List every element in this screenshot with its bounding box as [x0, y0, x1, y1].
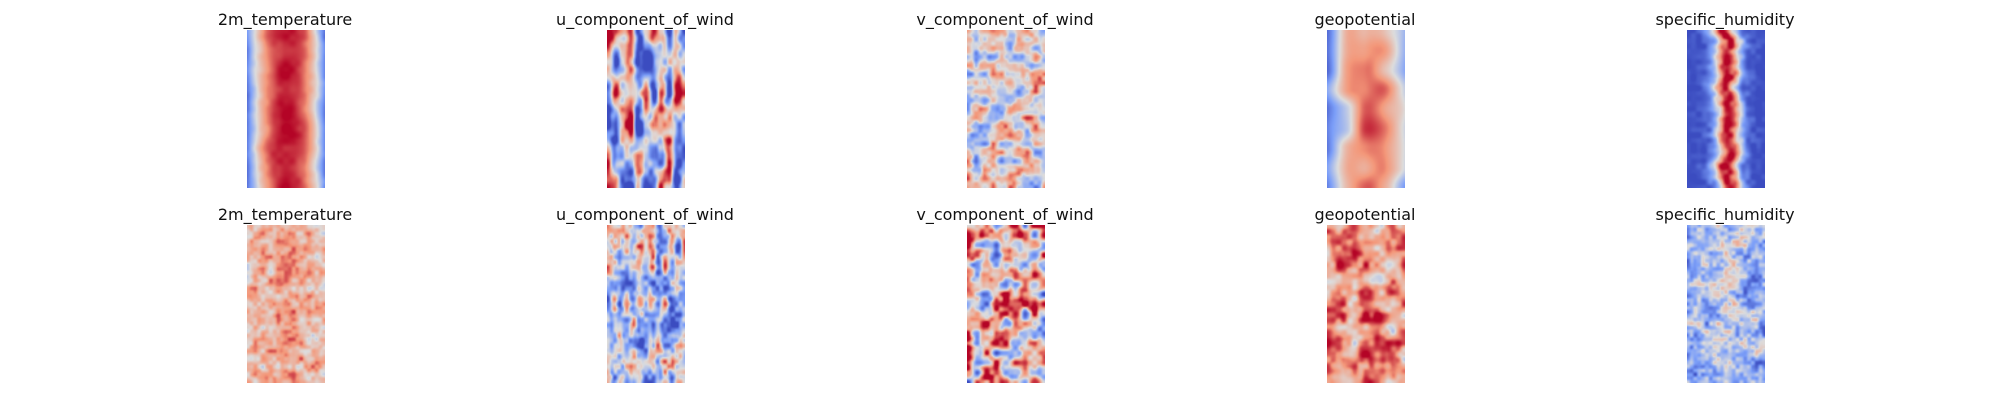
panel-title: u_component_of_wind: [556, 205, 734, 224]
panel-title: u_component_of_wind: [556, 10, 734, 29]
panel-title: 2m_temperature: [217, 10, 353, 29]
heatmap-image: [607, 225, 685, 383]
panel-title: geopotential: [1314, 10, 1416, 29]
panel-title: specific_humidity: [1655, 10, 1795, 29]
heatmap-image: [247, 225, 325, 383]
heatmap-image: [967, 30, 1045, 188]
panel-title: v_component_of_wind: [916, 10, 1094, 29]
heatmap-image: [1687, 225, 1765, 383]
heatmap-image: [967, 225, 1045, 383]
heatmap-image: [1687, 30, 1765, 188]
heatmap-image: [607, 30, 685, 188]
panel-title: specific_humidity: [1655, 205, 1795, 224]
panel-title: v_component_of_wind: [916, 205, 1094, 224]
heatmap-image: [1327, 30, 1405, 188]
panel-title: geopotential: [1314, 205, 1416, 224]
panel-title: 2m_temperature: [217, 205, 353, 224]
heatmap-image: [1327, 225, 1405, 383]
heatmap-image: [247, 30, 325, 188]
